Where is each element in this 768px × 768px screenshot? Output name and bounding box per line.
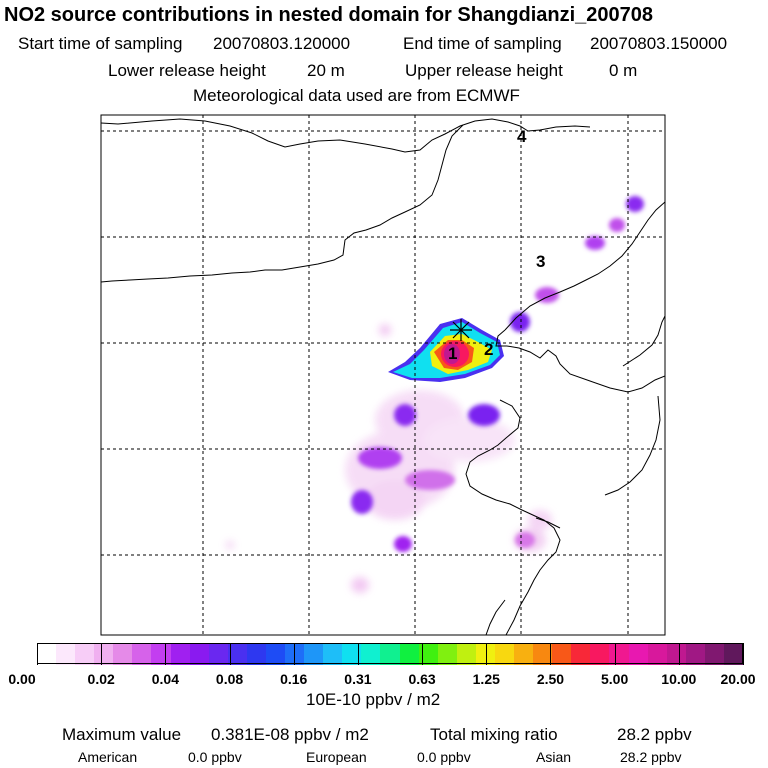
breakdown-label-american: American: [78, 749, 138, 765]
colorbar-tick-label: 2.50: [536, 671, 565, 687]
colorbar-cell: [189, 643, 210, 665]
colorbar-cell: [437, 643, 458, 665]
plume-core: [388, 318, 504, 382]
coastlines: [101, 118, 665, 635]
colorbar-cell: [685, 643, 706, 665]
region-label-3: 3: [536, 252, 545, 271]
max-value-label: Maximum value: [62, 725, 182, 744]
colorbar-cell: [132, 643, 153, 665]
page-title: NO2 source contributions in nested domai…: [4, 4, 654, 26]
breakdown-value-american: 0.0 ppbv: [188, 749, 242, 765]
colorbar-tick-label: 0.08: [215, 671, 244, 687]
colorbar-divider: [614, 643, 616, 665]
colorbar-cell: [304, 643, 324, 665]
start-time-value: 20070803.120000: [213, 34, 351, 53]
colorbar-cell: [647, 643, 668, 665]
colorbar-tick-label: 0.63: [408, 671, 436, 687]
colorbar-tick-label: 1.25: [472, 671, 500, 687]
colorbar-divider: [550, 643, 552, 665]
breakdown-label-asian: Asian: [536, 749, 572, 765]
colorbar-cell: [285, 643, 305, 665]
colorbar-tick-label: 20.00: [720, 671, 756, 687]
colorbar-tick-label: 0.31: [344, 671, 372, 687]
colorbar-tick-label: 0.02: [87, 671, 115, 687]
colorbar-divider: [422, 643, 424, 665]
colorbar-cell: [380, 643, 401, 665]
colorbar-tick-label: 0.00: [8, 671, 36, 687]
colorbar-cell: [456, 643, 477, 665]
colorbar-cell: [94, 643, 114, 665]
colorbar-divider: [37, 643, 38, 665]
breakdown-value-asian: 28.2 ppbv: [620, 749, 682, 765]
colorbar-divider: [229, 643, 231, 665]
colorbar-cell: [113, 643, 133, 665]
colorbar-cell: [514, 643, 534, 665]
lower-release-value: 20 m: [307, 61, 345, 80]
lower-release-label: Lower release height: [108, 61, 266, 80]
map-frame: [100, 114, 666, 636]
colorbar-divider: [486, 643, 488, 665]
star-icon: [450, 319, 472, 341]
region-label-1: 1: [448, 344, 457, 363]
colorbar-divider: [101, 643, 103, 665]
upper-release-label: Upper release height: [405, 61, 563, 80]
colorbar-cell: [552, 643, 572, 665]
colorbar-cell: [361, 643, 382, 665]
colorbar-unit-label: 10E-10 ppbv / m2: [306, 690, 441, 709]
colorbar-cell: [475, 643, 496, 665]
end-time-label: End time of sampling: [403, 34, 562, 53]
colorbar-tick-label: 0.16: [280, 671, 308, 687]
colorbar-cell: [265, 643, 286, 665]
region-label-2: 2: [484, 340, 493, 359]
end-time-value: 20070803.150000: [590, 34, 728, 53]
colorbar-cell: [533, 643, 553, 665]
colorbar-tick-label: 10.00: [661, 671, 697, 687]
colorbar-cell: [246, 643, 267, 665]
plume-purple: [351, 196, 644, 552]
met-data-line: Meteorological data used are from ECMWF: [193, 86, 520, 105]
total-mixing-label: Total mixing ratio: [430, 725, 558, 744]
breakdown-label-european: European: [306, 749, 367, 765]
colorbar-cell: [609, 643, 630, 665]
colorbar-divider: [678, 643, 680, 665]
colorbar-divider: [743, 643, 744, 665]
colorbar-cell: [704, 643, 725, 665]
lat-lon-grid: [101, 115, 665, 635]
start-time-label: Start time of sampling: [18, 34, 183, 53]
colorbar-cell: [208, 643, 229, 665]
colorbar-divider: [293, 643, 295, 665]
colorbar-tick-label: 5.00: [601, 671, 629, 687]
colorbar-cell: [628, 643, 649, 665]
colorbar-cell: [571, 643, 591, 665]
colorbar-frame: [37, 643, 743, 664]
colorbar-cell: [590, 643, 611, 665]
colorbar-cell: [56, 643, 76, 665]
region-label-4: 4: [517, 127, 527, 146]
colorbar-cell: [323, 643, 343, 665]
breakdown-value-european: 0.0 ppbv: [417, 749, 471, 765]
colorbar-cell: [342, 643, 362, 665]
colorbar-cell: [75, 643, 95, 665]
colorbar-cell: [723, 643, 744, 665]
total-mixing-value: 28.2 ppbv: [617, 725, 692, 744]
colorbar-cell: [418, 643, 439, 665]
colorbar-divider: [165, 643, 167, 665]
colorbar-cell: [666, 643, 687, 665]
upper-release-value: 0 m: [609, 61, 638, 80]
colorbar-cell: [399, 643, 420, 665]
colorbar-cell: [227, 643, 248, 665]
colorbar-cell: [494, 643, 515, 665]
max-value: 0.381E-08 ppbv / m2: [211, 725, 369, 744]
colorbar-divider: [357, 643, 359, 665]
colorbar-tick-label: 0.04: [151, 671, 179, 687]
colorbar-cell: [37, 643, 57, 665]
colorbar-cell: [170, 643, 191, 665]
